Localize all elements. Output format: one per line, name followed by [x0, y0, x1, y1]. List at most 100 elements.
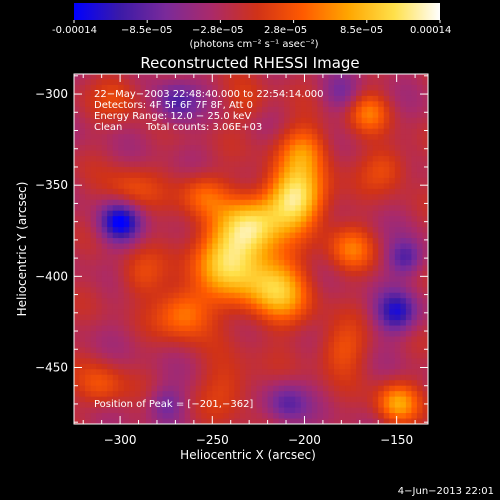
heatmap-cell — [212, 145, 219, 152]
heatmap-cell — [367, 303, 374, 310]
heatmap-cell — [107, 232, 114, 239]
heatmap-cell — [422, 199, 428, 206]
heatmap-cell — [107, 199, 114, 206]
heatmap-cell — [356, 418, 363, 424]
heatmap-cell — [123, 396, 130, 403]
heatmap-cell — [123, 221, 130, 228]
heatmap-cell — [383, 276, 390, 283]
heatmap-cell — [223, 205, 230, 212]
heatmap-cell — [112, 227, 119, 234]
heatmap-cell — [306, 101, 313, 108]
heatmap-cell — [151, 281, 158, 288]
heatmap-cell — [339, 238, 346, 245]
heatmap-cell — [234, 238, 241, 245]
heatmap-cell — [311, 177, 318, 184]
heatmap-cell — [345, 249, 352, 256]
heatmap-cell — [85, 177, 92, 184]
heatmap-cell — [295, 249, 302, 256]
heatmap-cell — [328, 270, 335, 277]
heatmap-cell — [361, 161, 368, 168]
heatmap-cell — [311, 117, 318, 124]
heatmap-cell — [168, 156, 175, 163]
heatmap-cell — [361, 128, 368, 135]
heatmap-cell — [361, 145, 368, 152]
heatmap-cell — [228, 205, 236, 212]
heatmap-cell — [239, 374, 247, 381]
heatmap-cell — [195, 232, 202, 239]
heatmap-cell — [372, 413, 379, 420]
heatmap-cell — [367, 172, 374, 179]
heatmap-cell — [350, 232, 357, 239]
heatmap-cell — [333, 84, 341, 92]
heatmap-cell — [345, 238, 352, 245]
heatmap-cell — [383, 287, 390, 294]
heatmap-cell — [140, 352, 147, 359]
heatmap-cell — [118, 101, 125, 108]
heatmap-cell — [112, 84, 119, 92]
heatmap-cell — [356, 74, 363, 81]
heatmap-cell — [201, 145, 208, 152]
heatmap-cell — [156, 188, 164, 195]
heatmap-cell — [239, 363, 247, 370]
heatmap-cell — [300, 161, 307, 168]
heatmap-cell — [311, 303, 318, 310]
heatmap-cell — [400, 292, 407, 299]
heatmap-cell — [278, 243, 285, 250]
heatmap-cell — [129, 205, 136, 212]
heatmap-cell — [85, 374, 92, 381]
heatmap-cell — [300, 134, 307, 141]
heatmap-cell — [262, 270, 269, 277]
heatmap-cell — [284, 418, 291, 424]
heatmap-cell — [267, 199, 274, 206]
heatmap-cell — [333, 298, 341, 305]
heatmap-cell — [422, 134, 428, 141]
heatmap-cell — [134, 402, 141, 409]
heatmap-cell — [173, 139, 180, 146]
heatmap-cell — [195, 325, 202, 332]
heatmap-cell — [201, 227, 208, 234]
heatmap-cell — [306, 172, 313, 179]
heatmap-cell — [96, 391, 103, 398]
heatmap-cell — [118, 325, 125, 332]
heatmap-cell — [173, 363, 180, 370]
heatmap-cell — [256, 352, 263, 359]
heatmap-cell — [145, 249, 153, 256]
heatmap-cell — [134, 320, 141, 327]
heatmap-cell — [328, 145, 335, 152]
heatmap-cell — [217, 205, 224, 212]
heatmap-cell — [74, 396, 81, 403]
heatmap-cell — [195, 287, 202, 294]
heatmap-cell — [383, 331, 390, 338]
heatmap-cell — [262, 276, 269, 283]
heatmap-cell — [333, 413, 341, 420]
heatmap-cell — [306, 325, 313, 332]
heatmap-cell — [339, 374, 346, 381]
heatmap-cell — [295, 358, 302, 365]
heatmap-cell — [123, 183, 130, 190]
heatmap-cell — [256, 188, 263, 195]
heatmap-cell — [129, 210, 136, 217]
heatmap-cell — [162, 292, 169, 299]
heatmap-cell — [96, 358, 103, 365]
heatmap-cell — [151, 292, 158, 299]
heatmap-cell — [328, 374, 335, 381]
heatmap-cell — [317, 139, 324, 146]
heatmap-cell — [212, 298, 219, 305]
heatmap-cell — [300, 391, 307, 398]
heatmap-cell — [273, 172, 280, 179]
heatmap-cell — [85, 352, 92, 359]
heatmap-cell — [300, 418, 307, 424]
heatmap-cell — [389, 303, 396, 310]
heatmap-cell — [311, 101, 318, 108]
heatmap-cell — [267, 194, 274, 201]
heatmap-cell — [284, 90, 291, 97]
heatmap-cell — [217, 259, 224, 267]
heatmap-cell — [90, 374, 97, 381]
heatmap-cell — [162, 402, 169, 409]
heatmap-cell — [134, 352, 141, 359]
heatmap-cell — [217, 314, 224, 321]
heatmap-cell — [339, 396, 346, 403]
heatmap-cell — [273, 117, 280, 124]
heatmap-cell — [101, 413, 108, 420]
heatmap-cell — [339, 101, 346, 108]
